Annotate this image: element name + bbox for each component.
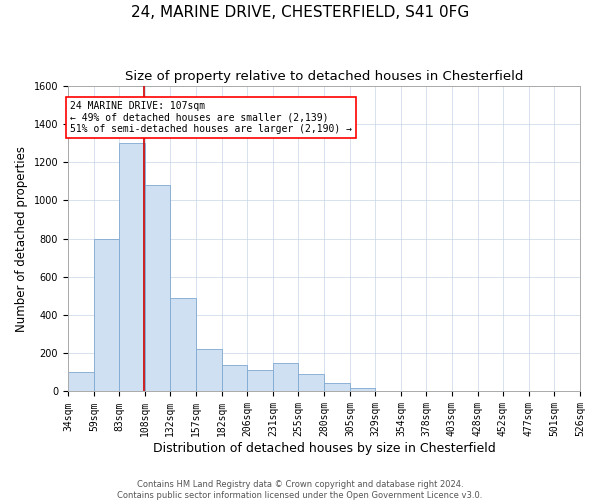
Bar	[94, 238, 119, 392]
Bar	[273, 363, 298, 392]
Bar	[196, 350, 222, 392]
Bar	[145, 185, 170, 392]
Bar	[401, 390, 426, 392]
Bar	[350, 388, 375, 392]
Y-axis label: Number of detached properties: Number of detached properties	[15, 146, 28, 332]
Text: 24, MARINE DRIVE, CHESTERFIELD, S41 0FG: 24, MARINE DRIVE, CHESTERFIELD, S41 0FG	[131, 5, 469, 20]
Bar	[426, 390, 452, 392]
Bar	[452, 390, 478, 392]
Text: Contains HM Land Registry data © Crown copyright and database right 2024.
Contai: Contains HM Land Registry data © Crown c…	[118, 480, 482, 500]
Bar	[247, 370, 273, 392]
Bar	[119, 143, 145, 392]
Bar	[375, 390, 401, 392]
Bar	[68, 372, 94, 392]
X-axis label: Distribution of detached houses by size in Chesterfield: Distribution of detached houses by size …	[152, 442, 496, 455]
Bar	[170, 298, 196, 392]
Text: 24 MARINE DRIVE: 107sqm
← 49% of detached houses are smaller (2,139)
51% of semi: 24 MARINE DRIVE: 107sqm ← 49% of detache…	[70, 101, 352, 134]
Bar	[298, 374, 324, 392]
Bar	[324, 383, 350, 392]
Title: Size of property relative to detached houses in Chesterfield: Size of property relative to detached ho…	[125, 70, 523, 83]
Bar	[222, 364, 247, 392]
